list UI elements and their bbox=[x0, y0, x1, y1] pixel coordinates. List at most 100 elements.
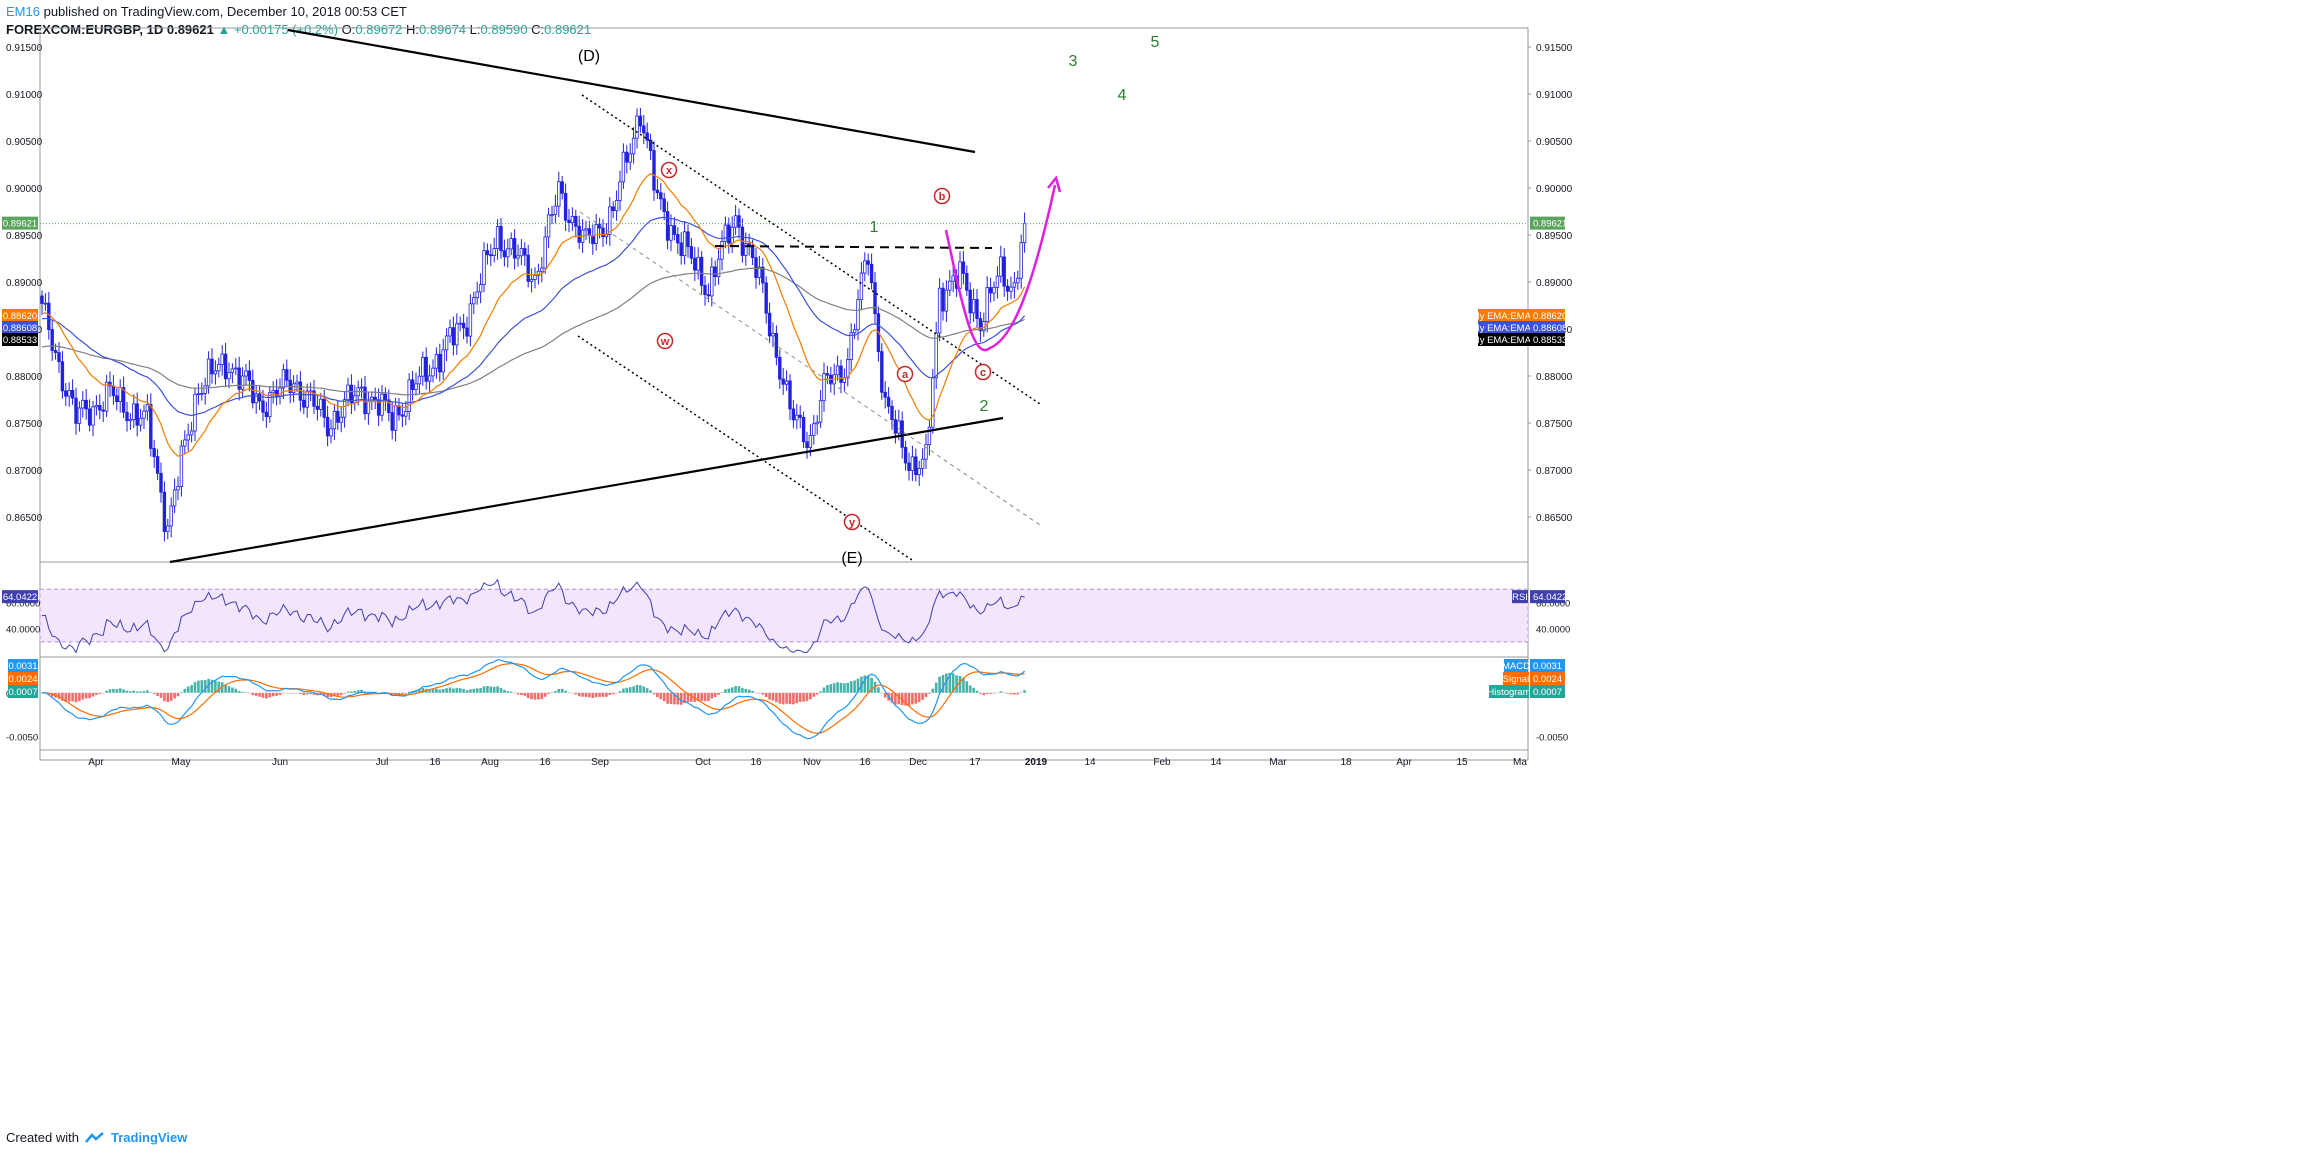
macd-histogram-bar bbox=[717, 692, 720, 695]
candle-body bbox=[152, 448, 156, 457]
candle-body bbox=[988, 287, 993, 294]
candle-body bbox=[635, 115, 639, 139]
candle-body bbox=[614, 200, 619, 212]
candle-body bbox=[47, 302, 51, 330]
candle-body bbox=[366, 401, 371, 415]
wave-circle-icon bbox=[896, 365, 914, 383]
candle-body bbox=[584, 228, 588, 231]
candle-body bbox=[706, 294, 711, 297]
candle-body bbox=[87, 408, 92, 426]
author-link[interactable]: EM16 bbox=[6, 4, 40, 19]
candle-body bbox=[77, 407, 82, 424]
candle-body bbox=[985, 287, 989, 323]
macd-histogram-bar bbox=[156, 692, 159, 696]
candle-body bbox=[53, 350, 58, 353]
ohlc-o-label: O: bbox=[341, 22, 356, 37]
candle-body bbox=[332, 410, 337, 430]
price-tick-left: 0.87500 bbox=[6, 419, 43, 430]
time-tick-label: 18 bbox=[1340, 757, 1352, 768]
macd-histogram-bar bbox=[401, 692, 404, 695]
candle-body bbox=[349, 384, 354, 404]
price-tick-left: 0.91500 bbox=[6, 43, 43, 54]
macd-histogram-bar bbox=[394, 692, 397, 694]
macd-histogram-bar bbox=[248, 692, 251, 694]
candle-body bbox=[696, 256, 700, 271]
macd-value-tag-left-bg bbox=[8, 659, 38, 672]
candle-body bbox=[587, 228, 592, 236]
candle-body bbox=[971, 299, 976, 314]
macd-histogram-bar bbox=[921, 692, 924, 700]
macd-histogram-bar bbox=[397, 692, 401, 695]
symbol-info: FOREXCOM:EURGBP, 1D 0.89621 ▲ +0.00175 (… bbox=[6, 22, 591, 37]
candle-body bbox=[94, 405, 99, 408]
macd-histogram-bar bbox=[601, 692, 605, 697]
macd-histogram-bar bbox=[836, 682, 839, 693]
macd-histogram-bar bbox=[720, 692, 724, 693]
rsi-value-tag-left-bg bbox=[2, 590, 38, 604]
time-tick-label: Nov bbox=[803, 757, 821, 768]
macd-histogram-bar bbox=[564, 690, 567, 693]
price-tick-left: 0.87000 bbox=[6, 466, 43, 477]
macd-histogram-bar bbox=[853, 680, 856, 693]
candle-body bbox=[404, 411, 408, 417]
macd-histogram-bar bbox=[972, 687, 975, 693]
candle-body bbox=[659, 192, 663, 200]
candle-body bbox=[142, 410, 146, 419]
macd-histogram-bar bbox=[261, 692, 265, 698]
candle-body bbox=[540, 267, 544, 272]
macd-histogram-bar bbox=[1016, 692, 1020, 695]
macd-histogram-bar bbox=[479, 688, 482, 693]
candle-body bbox=[278, 387, 282, 397]
candle-body bbox=[421, 356, 425, 377]
macd-histogram-bar bbox=[679, 692, 683, 705]
macd-histogram-bar bbox=[917, 692, 921, 703]
candle-body bbox=[234, 367, 238, 370]
time-tick-label: 14 bbox=[1084, 757, 1096, 768]
candle-body bbox=[669, 225, 673, 241]
candle-body bbox=[737, 215, 741, 228]
trendline-upper bbox=[287, 28, 976, 154]
macd-histogram-bar bbox=[537, 692, 540, 700]
time-tick-label: Apr bbox=[1396, 757, 1412, 768]
ohlc-close: 0.89621 bbox=[544, 22, 592, 37]
candle-body bbox=[104, 381, 109, 412]
price-tick-right: 0.89500 bbox=[1536, 231, 1573, 242]
macd-histogram-bar bbox=[768, 692, 771, 700]
candle-body bbox=[662, 198, 666, 213]
candle-body bbox=[880, 351, 884, 393]
candle-body bbox=[1012, 282, 1017, 288]
candle-body bbox=[455, 323, 459, 346]
macd-histogram-bar bbox=[438, 689, 442, 693]
candle-body bbox=[434, 353, 439, 369]
macd-histogram-bar bbox=[523, 692, 527, 696]
macd-histogram-bar bbox=[271, 692, 275, 697]
ema-value-tag-bg bbox=[1530, 309, 1565, 322]
tradingview-brand[interactable]: TradingView bbox=[110, 1130, 188, 1145]
price-tick-left: 0.90000 bbox=[6, 184, 43, 195]
candle-body bbox=[693, 257, 697, 271]
ema-value-tag: 0.88533 bbox=[1533, 335, 1567, 346]
candle-body bbox=[145, 404, 150, 412]
candle-body bbox=[149, 404, 153, 449]
macd-histogram-bar bbox=[169, 692, 173, 701]
macd-histogram-bar bbox=[707, 692, 710, 701]
candle-body bbox=[261, 400, 265, 413]
price-tick-left: 0.89000 bbox=[6, 278, 43, 289]
macd-histogram-bar bbox=[367, 691, 370, 693]
macd-histogram-bar bbox=[676, 692, 680, 705]
macd-histogram-bar bbox=[846, 682, 850, 693]
macd-histogram-bar bbox=[489, 686, 493, 693]
price-tick-left: 0.91000 bbox=[6, 90, 43, 101]
candle-body bbox=[747, 243, 751, 246]
macd-histogram-bar bbox=[530, 692, 533, 700]
projection-arrow-icon bbox=[1047, 175, 1062, 193]
candle-body bbox=[907, 462, 911, 471]
candle-body bbox=[220, 353, 224, 365]
macd-histogram-bar bbox=[305, 692, 309, 695]
candle-body bbox=[655, 189, 660, 194]
candle-body bbox=[638, 115, 643, 127]
macd-histogram-bar bbox=[1019, 692, 1023, 693]
last-price: 0.89621 bbox=[166, 22, 214, 37]
macd-histogram-bar bbox=[309, 692, 312, 695]
